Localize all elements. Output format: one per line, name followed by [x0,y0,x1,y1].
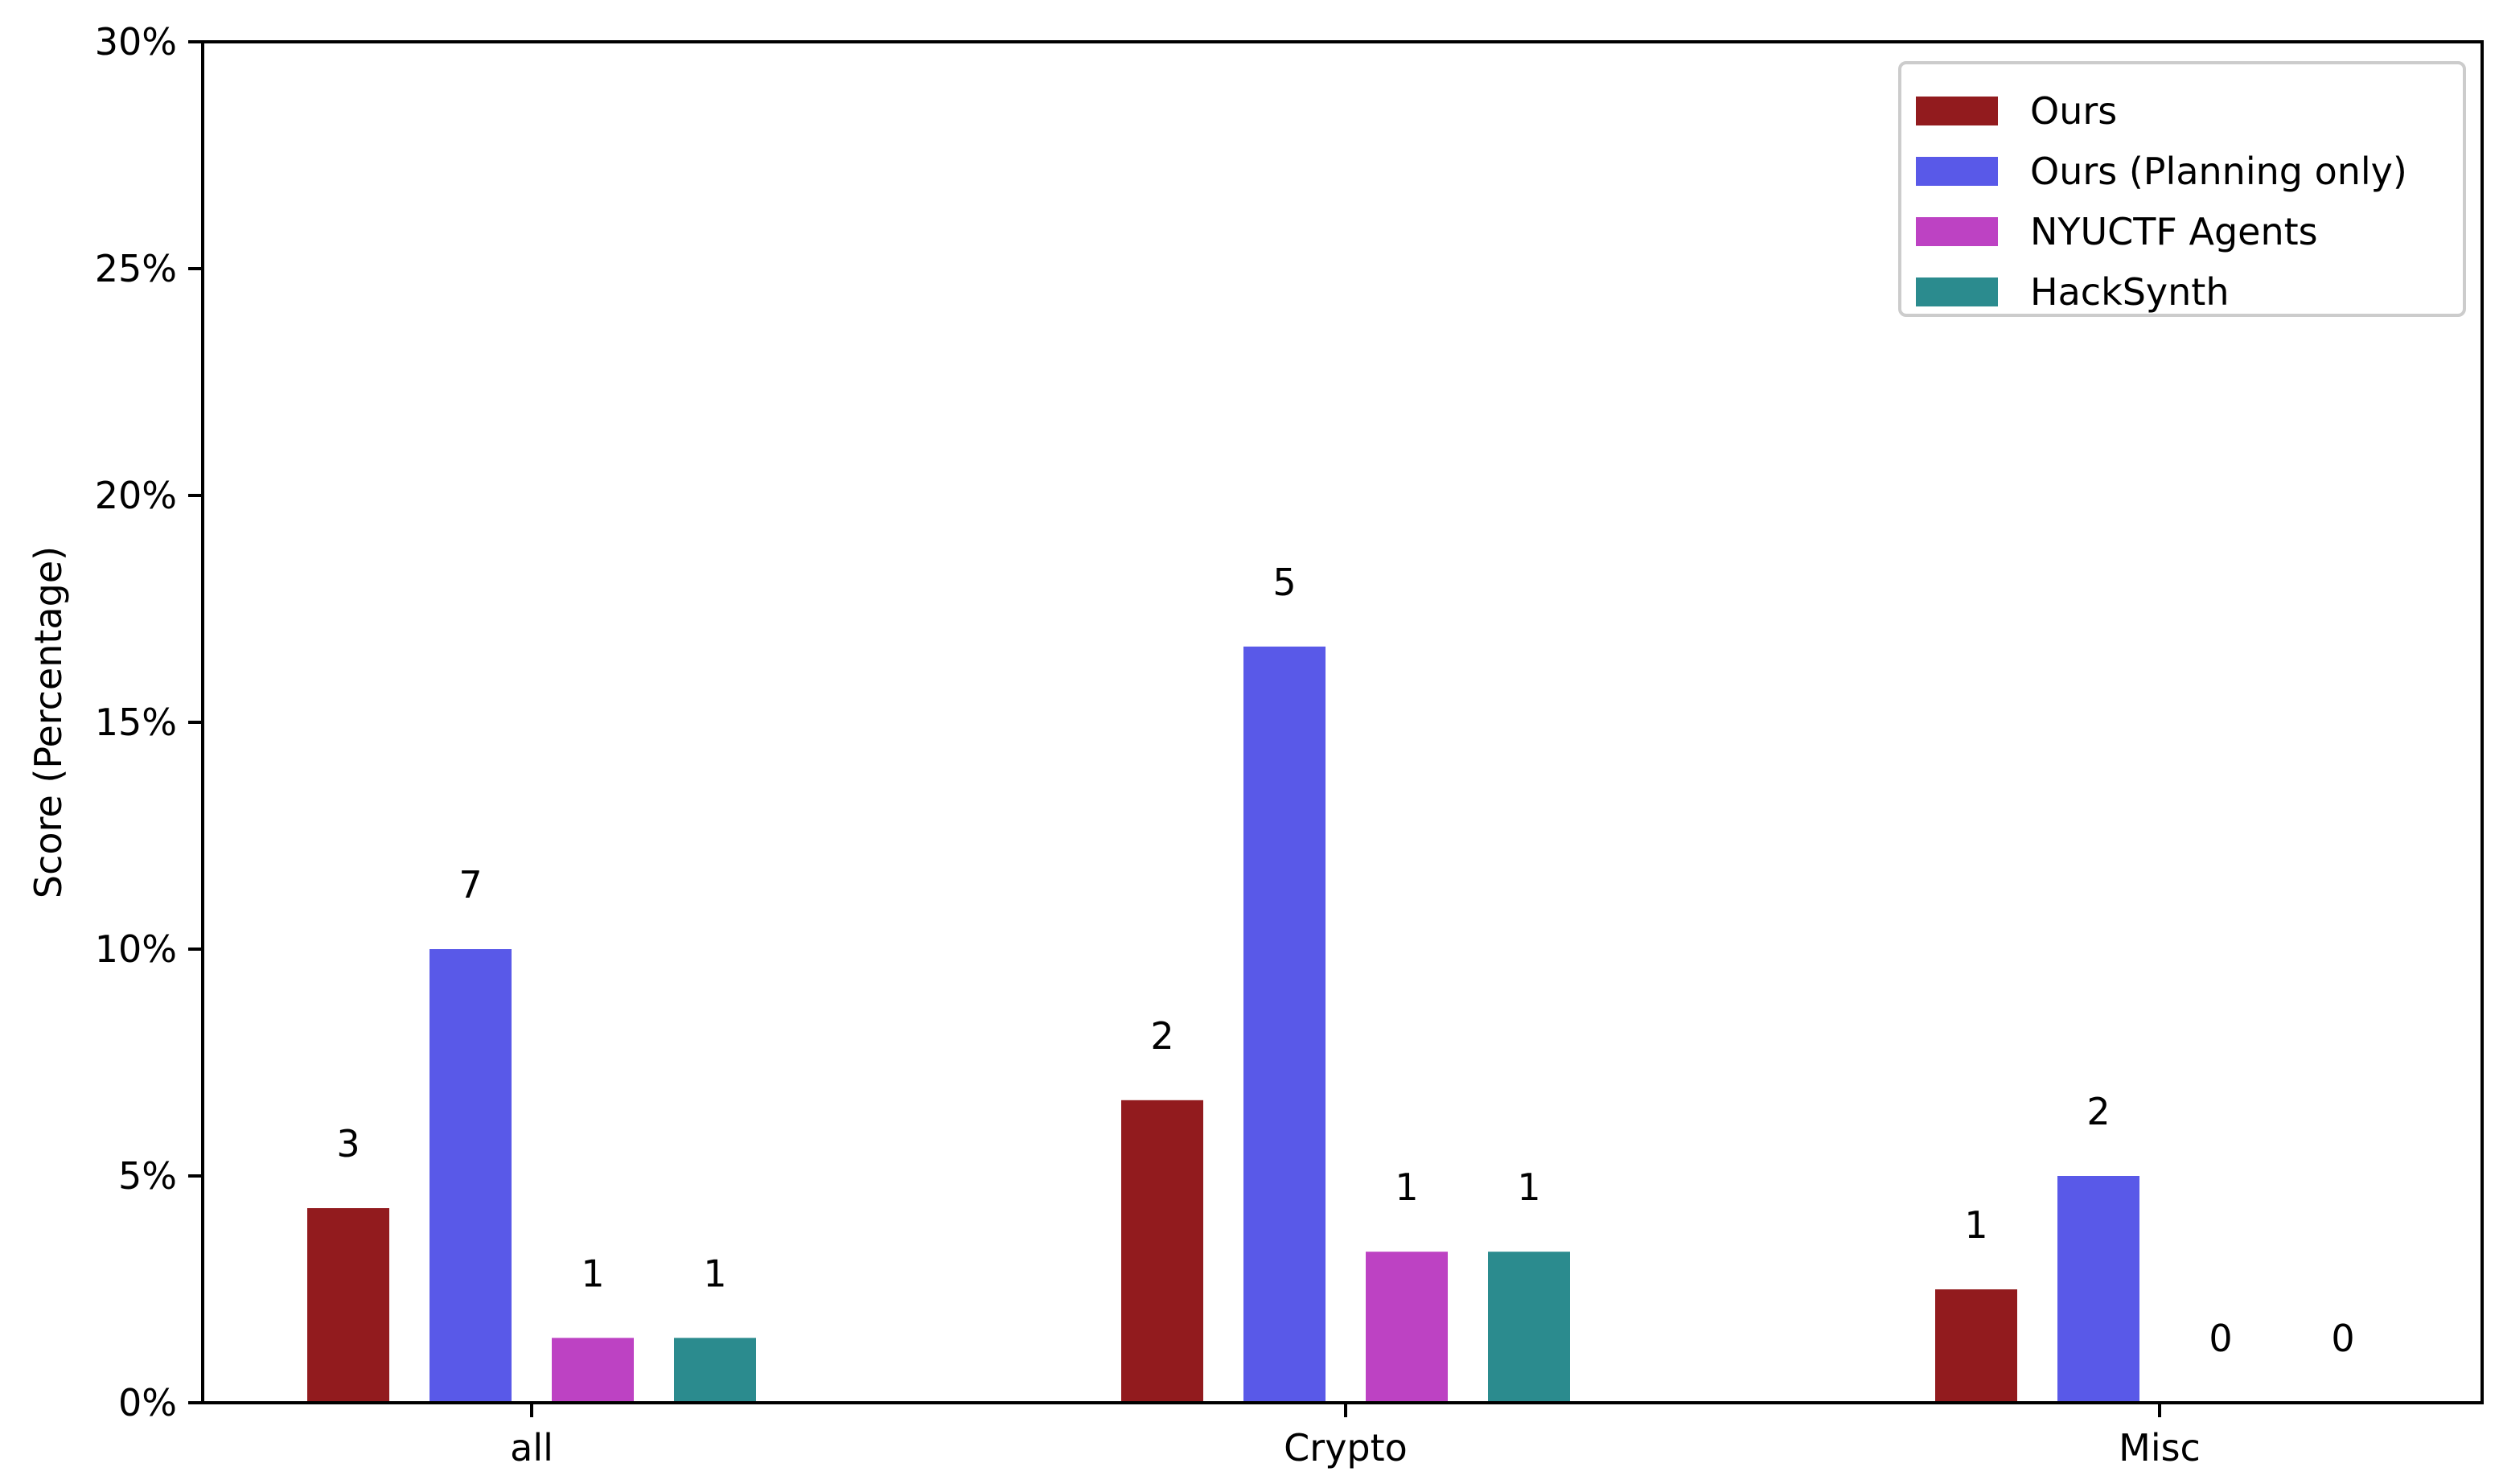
legend-swatch-hacksynth [1916,277,1998,306]
y-tick-label: 30% [95,20,177,64]
y-tick-label: 25% [95,247,177,290]
bar-ours-planning-only--all [430,949,512,1403]
bar-hacksynth-crypto [1488,1252,1570,1403]
legend-label: Ours [2030,89,2117,133]
legend-swatch-nyuctf-agents [1916,217,1998,246]
bar-value-label: 2 [1150,1014,1173,1058]
y-tick-label: 5% [118,1154,177,1198]
y-tick-label: 15% [95,701,177,744]
bar-value-label: 1 [1964,1203,1987,1247]
bar-ours-crypto [1121,1100,1203,1403]
x-tick-label-crypto: Crypto [1284,1426,1408,1470]
bar-nyuctf-agents-crypto [1366,1252,1448,1403]
legend-label: HackSynth [2030,270,2229,314]
bar-value-label: 7 [458,863,482,906]
bar-ours-planning-only--crypto [1243,646,1326,1403]
y-tick-label: 0% [118,1381,177,1424]
bar-value-label: 3 [336,1122,360,1165]
bar-value-label: 1 [1395,1165,1418,1209]
legend-label: NYUCTF Agents [2030,210,2318,253]
x-tick-label-misc: Misc [2119,1426,2201,1470]
bar-nyuctf-agents-all [552,1338,634,1403]
bar-ours-all [307,1208,389,1403]
y-axis-label: Score (Percentage) [27,546,70,898]
bar-hacksynth-all [674,1338,756,1403]
legend-swatch-ours-planning-only- [1916,157,1998,186]
y-tick-label: 10% [95,927,177,971]
bar-value-label: 0 [2331,1317,2354,1360]
bar-value-label: 5 [1272,561,1296,604]
legend-box [1898,61,2466,317]
bar-ours-misc [1935,1289,2017,1403]
bar-value-label: 1 [1517,1165,1540,1209]
bar-value-label: 1 [703,1252,726,1295]
legend-swatch-ours [1916,97,1998,125]
y-tick-label: 20% [95,474,177,517]
bar-ours-planning-only--misc [2057,1176,2139,1403]
bar-value-label: 1 [581,1252,604,1295]
legend-label: Ours (Planning only) [2030,150,2407,193]
bar-value-label: 0 [2209,1317,2232,1360]
bar-value-label: 2 [2086,1090,2110,1133]
x-tick-label-all: all [510,1426,553,1470]
